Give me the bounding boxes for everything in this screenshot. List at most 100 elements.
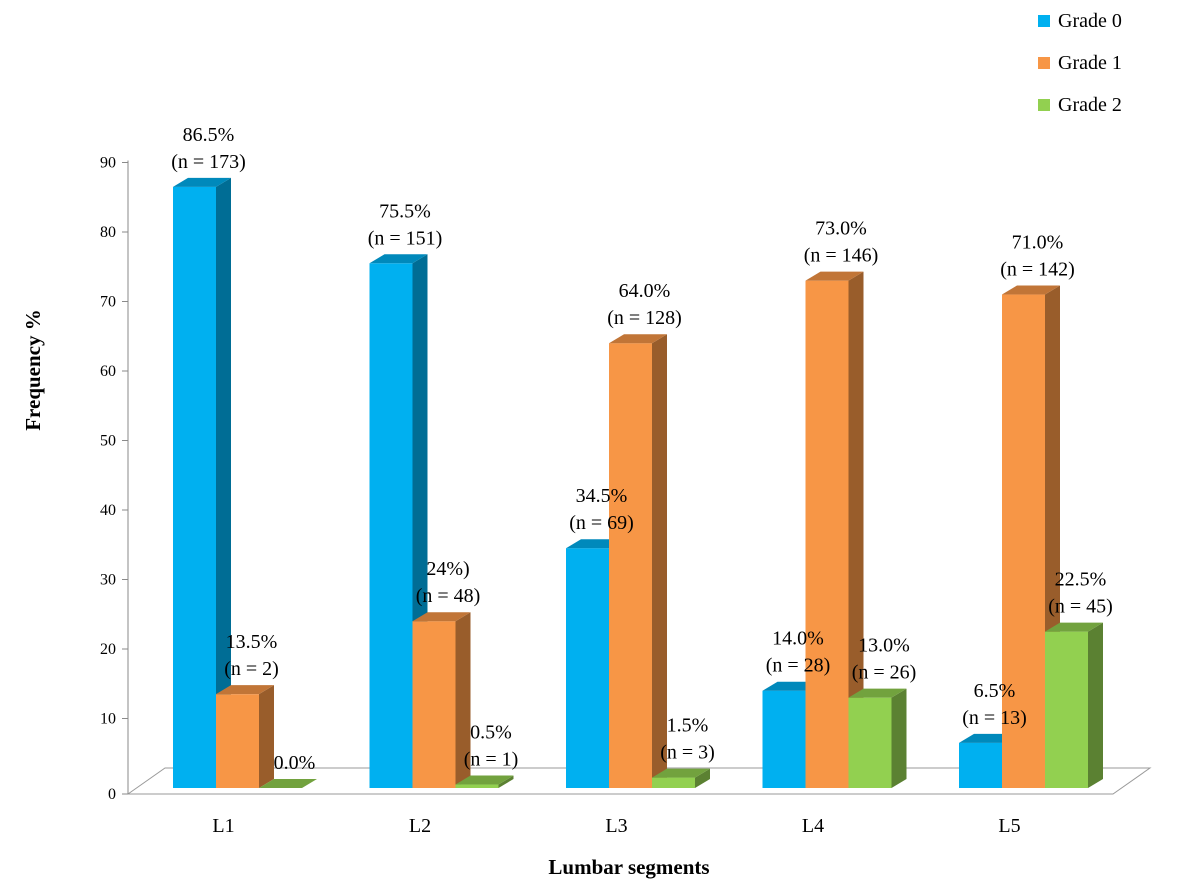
bar-top [1045,622,1103,632]
bar-front [959,742,1002,788]
y-tick-label: 50 [100,433,116,450]
bar-L2-grade-0 [369,254,428,788]
y-tick-label: 70 [100,294,116,311]
bar-front [566,548,609,788]
data-label: (n = 142) [1000,259,1075,281]
y-tick-label: 20 [100,641,116,658]
bar-L3-grade-2 [652,768,710,788]
bar-side [695,768,710,788]
bar-top [369,254,428,264]
legend-swatch [1038,57,1050,69]
bar-front [1045,631,1088,788]
data-labels: 86.5% (n = 173) 13.5% (n = 2) 0.0% 75.5% (n = … [171,124,1113,774]
bar-L2-grade-1 [412,612,471,788]
data-label: (n = 173) [171,151,246,173]
bar-side [259,685,274,788]
bar-L3-grade-1 [609,334,667,788]
y-tick-label: 90 [100,155,116,172]
bar-side [1088,622,1103,788]
data-label: 64.0% [619,280,671,302]
bars [173,177,1103,788]
x-tick-label: L4 [802,815,824,837]
bar-top [259,779,317,788]
bar-front [1002,294,1045,788]
data-label: (n = 13) [962,707,1027,729]
legend-swatch [1038,99,1050,111]
bar-top [412,612,471,622]
data-label: (n = 2) [224,658,279,680]
bar-front [609,343,652,788]
bar-front [652,777,695,788]
bar-L1-grade-1 [216,685,274,788]
data-label: 1.5% [667,715,709,737]
legend-swatch [1038,15,1050,27]
bar-L1-grade-2 [259,779,317,788]
data-label: (n = 1) [464,749,519,771]
data-label: (n = 45) [1048,596,1113,618]
data-label: 86.5% [183,124,235,146]
data-label: 6.5% [974,680,1016,702]
data-label: 14.0% [772,628,824,650]
bar-top [1002,285,1060,295]
y-axis-title: Frequency % [21,309,45,431]
data-label: 13.0% [858,635,910,657]
legend: Grade 0 Grade 1 Grade 2 [1038,10,1122,116]
x-tick-label: L3 [605,815,627,837]
bar-front [369,263,413,788]
bar-side [848,271,864,788]
data-label: (n = 26) [852,662,917,684]
bar-L4-grade-2 [848,688,907,788]
bar-side [652,334,667,788]
y-tick-label: 30 [100,572,116,589]
bar-side [455,612,471,788]
y-tick-label: 40 [100,502,116,519]
bar-top [652,768,710,778]
bar-top [848,688,907,698]
legend-entry: Grade 1 [1058,52,1122,74]
x-tick-label: L5 [998,815,1020,837]
data-label: 71.0% [1012,232,1064,254]
bar-front [173,186,216,788]
bar-side [498,775,514,788]
data-label: 13.5% [226,631,278,653]
bar-front [848,697,892,788]
bar-L2-grade-2 [455,775,514,788]
data-label: (n = 3) [660,742,715,764]
data-label: 73.0% [815,218,867,240]
y-tick-label: 60 [100,363,116,380]
data-label: 75.5% [379,200,431,222]
data-label: (n = 151) [368,227,443,249]
bar-front [762,690,806,788]
data-label: (n = 28) [766,655,831,677]
data-label: (n = 69) [569,512,634,534]
data-label: (n = 146) [804,245,879,267]
x-tick-label: L1 [212,815,234,837]
bar-L1-grade-0 [173,177,231,788]
bar-front [412,621,456,788]
bar-front [805,280,849,788]
y-tick-label: 0 [108,786,116,803]
bar-L5-grade-2 [1045,622,1103,788]
y-axis: 0 10 20 30 40 50 60 70 80 90 [100,155,129,803]
data-label: (n = 48) [416,585,481,607]
x-axis-title: Lumbar segments [548,855,709,879]
bar-top [609,334,667,344]
data-label: 22.5% [1055,569,1107,591]
bar-front [455,784,499,788]
data-label: 0.5% [470,722,512,744]
x-axis: L1 L2 L3 L4 L5 [212,815,1020,837]
legend-entry: Grade 0 [1058,10,1122,32]
bar-L4-grade-1 [805,271,864,788]
data-label: 34.5% [576,485,628,507]
data-label: 0.0% [274,752,316,774]
bar-side [216,177,231,788]
bar-top [216,685,274,695]
data-label: 24%) [426,558,469,580]
bar-top [173,177,231,187]
bar-top [805,271,864,281]
bar-side [891,688,907,788]
legend-entry: Grade 2 [1058,94,1122,116]
data-label: (n = 128) [607,307,682,329]
x-tick-label: L2 [409,815,431,837]
